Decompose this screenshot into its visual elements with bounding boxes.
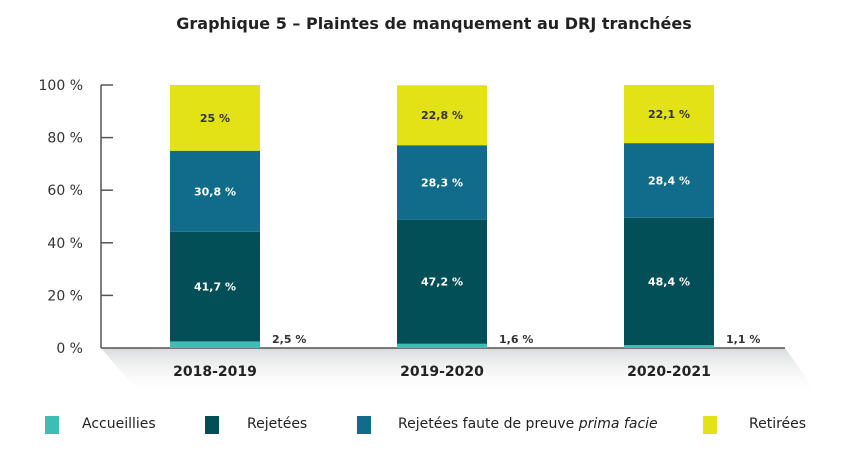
chart-title: Graphique 5 – Plaintes de manquement au … [176, 14, 692, 33]
y-tick-label: 60 % [47, 183, 83, 199]
bar-segment [170, 85, 260, 151]
data-label: 1,1 % [726, 333, 760, 346]
legend-swatch [45, 416, 59, 434]
y-tick-label: 0 % [56, 341, 83, 357]
data-label: 1,6 % [499, 333, 533, 346]
data-label: 25 % [200, 112, 230, 125]
data-label: 47,2 % [421, 276, 463, 289]
y-tick-label: 100 % [39, 78, 83, 94]
axis-shadow [101, 348, 815, 395]
data-label: 28,4 % [648, 174, 690, 187]
data-label: 41,7 % [194, 281, 236, 294]
bar-segment [624, 345, 714, 348]
data-label: 30,8 % [194, 185, 236, 198]
y-tick-label: 20 % [47, 288, 83, 304]
data-label: 22,1 % [648, 108, 690, 121]
data-label: 22,8 % [421, 109, 463, 122]
legend-swatch [205, 416, 219, 434]
bar-segment [624, 217, 714, 346]
legend-label: Accueillies [82, 416, 156, 432]
bar-segment [397, 145, 487, 220]
y-tick-label: 40 % [47, 236, 83, 252]
bar-segment [624, 143, 714, 218]
legend-swatch [357, 416, 371, 434]
bar-segment [170, 231, 260, 342]
data-label: 28,3 % [421, 176, 463, 189]
bar-segment [170, 150, 260, 232]
data-label: 48,4 % [648, 275, 690, 288]
data-label: 2,5 % [272, 333, 306, 346]
bar-segment [397, 219, 487, 344]
y-tick-label: 80 % [47, 131, 83, 147]
legend-label: Rejetées faute de preuve prima facie [398, 416, 658, 432]
bar-segment [397, 85, 487, 146]
bar-segment [624, 85, 714, 144]
legend-swatch [703, 416, 717, 434]
x-tick-label: 2020-2021 [627, 364, 711, 380]
bar-segment [397, 343, 487, 348]
x-tick-label: 2018-2019 [173, 364, 257, 380]
bar-segment [170, 341, 260, 348]
legend-label-italic: prima facie [578, 416, 658, 432]
x-tick-label: 2019-2020 [400, 364, 484, 380]
legend-label: Rejetées [247, 416, 308, 432]
legend-label: Retirées [749, 416, 807, 432]
